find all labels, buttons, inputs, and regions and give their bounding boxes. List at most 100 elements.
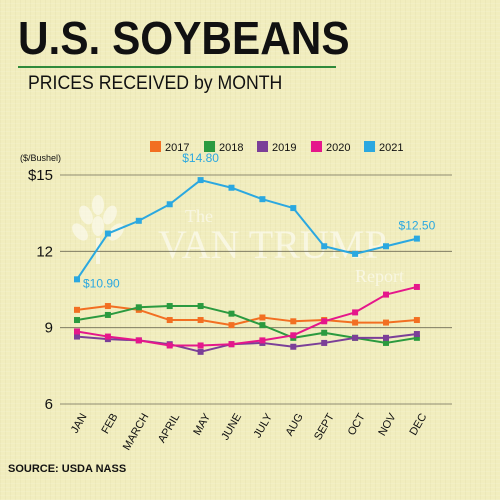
legend-swatch-2020 (311, 141, 322, 152)
data-label-2021-dec: $12.50 (399, 219, 436, 233)
point-2019-may (197, 348, 204, 355)
point-2021-july (259, 196, 266, 203)
point-2018-dec (413, 334, 420, 341)
point-2020-aug (290, 332, 297, 339)
data-label-2021-may: $14.80 (182, 151, 219, 165)
y-tick-label-12: 12 (36, 243, 53, 260)
point-2020-march (135, 337, 142, 344)
legend-swatch-2018 (204, 141, 215, 152)
x-tick-label-jan: JAN (69, 411, 90, 435)
point-2021-jan (74, 276, 80, 283)
legend-label-2019: 2019 (272, 142, 296, 154)
point-2017-nov (383, 319, 389, 326)
point-2021-aug (290, 205, 297, 212)
point-2017-april (166, 317, 173, 324)
point-2020-feb (104, 333, 111, 340)
point-2020-june (228, 341, 235, 348)
point-2021-april (166, 201, 173, 208)
legend-label-2021: 2021 (379, 142, 403, 154)
point-2018-nov (383, 339, 389, 346)
point-2018-april (166, 303, 173, 310)
point-2018-feb (104, 311, 111, 318)
point-2017-jan (74, 306, 80, 313)
point-2017-aug (290, 318, 297, 325)
y-tick-label-15: $15 (28, 167, 53, 184)
point-2020-april (166, 342, 173, 349)
point-2021-may (197, 177, 204, 184)
point-2021-dec (413, 235, 420, 242)
point-2018-may (197, 303, 204, 310)
source-note: SOURCE: USDA NASS (8, 463, 127, 475)
series-line-2020 (76, 285, 418, 347)
point-2017-july (259, 314, 266, 321)
point-2017-dec (413, 317, 420, 324)
x-tick-label-dec: DEC (407, 411, 429, 437)
point-2017-may (197, 317, 204, 324)
point-2018-sept (321, 329, 328, 336)
legend-label-2018: 2018 (219, 142, 243, 154)
series-line-2021 (76, 179, 418, 280)
watermark-text-line3: Report (355, 266, 404, 286)
x-tick-label-april: APRIL (156, 412, 182, 446)
gridlines (60, 174, 452, 405)
x-tick-label-march: MARCH (121, 411, 152, 452)
chart-subtitle: PRICES RECEIVED by MONTH (28, 73, 283, 94)
point-2019-oct (352, 334, 359, 341)
point-2020-may (197, 342, 204, 349)
legend-label-2020: 2020 (326, 142, 350, 154)
y-tick-label-9: 9 (45, 320, 53, 337)
data-label-2021-jan: $10.90 (83, 276, 120, 290)
point-2018-june (228, 310, 235, 317)
series-lines (74, 177, 420, 355)
y-axis: 6 9 12 $15 ($/Bushel) (20, 153, 61, 413)
y-axis-unit-label: ($/Bushel) (20, 153, 61, 163)
x-tick-label-may: MAY (191, 411, 213, 438)
point-2020-july (259, 337, 266, 344)
legend-swatch-2021 (364, 141, 375, 152)
point-2021-march (135, 217, 142, 224)
point-2018-july (259, 322, 266, 329)
point-2019-aug (290, 343, 297, 350)
point-2017-oct (352, 319, 359, 326)
y-tick-label-6: 6 (45, 396, 53, 413)
point-2019-jan (74, 333, 80, 340)
point-2021-feb (104, 230, 111, 237)
point-2018-march (135, 304, 142, 311)
legend: 2017 2018 2019 2020 2021 (150, 141, 403, 154)
x-tick-label-sept: SEPT (312, 411, 337, 442)
x-axis: JAN FEB MARCH APRIL MAY JUNE JULY AUG SEPT OCT NOV… (69, 411, 430, 453)
x-tick-label-feb: FEB (99, 412, 120, 437)
legend-swatch-2019 (257, 141, 268, 152)
point-2020-dec (413, 283, 420, 290)
point-2021-sept (321, 243, 328, 250)
series-line-2017 (76, 305, 417, 327)
x-tick-label-july: JULY (252, 411, 276, 440)
x-tick-label-nov: NOV (376, 411, 399, 438)
watermark: The VAN TRUMP Report (72, 195, 404, 286)
point-2020-jan (74, 328, 80, 335)
watermark-text-line2: VAN TRUMP (158, 222, 387, 267)
point-2019-dec (413, 331, 420, 338)
x-tick-label-oct: OCT (346, 411, 368, 437)
point-2020-sept (321, 318, 328, 325)
point-2019-nov (383, 334, 389, 341)
point-2021-oct (352, 250, 359, 257)
point-2020-oct (352, 309, 359, 316)
point-2019-sept (321, 339, 328, 346)
point-2020-nov (383, 291, 389, 298)
data-labels: $10.90 $14.80 $12.50 (83, 151, 436, 290)
chart-title: U.S. SOYBEANS (18, 12, 350, 64)
point-2021-june (228, 184, 235, 191)
point-2017-feb (104, 303, 111, 310)
legend-label-2017: 2017 (165, 142, 189, 154)
point-2021-nov (383, 243, 389, 250)
x-tick-label-aug: AUG (284, 412, 306, 439)
watermark-text-line1: The (185, 206, 213, 226)
title-underline (18, 66, 336, 68)
x-tick-label-june: JUNE (219, 412, 244, 443)
point-2018-jan (74, 317, 80, 324)
point-2017-june (228, 322, 235, 329)
legend-swatch-2017 (150, 141, 161, 152)
